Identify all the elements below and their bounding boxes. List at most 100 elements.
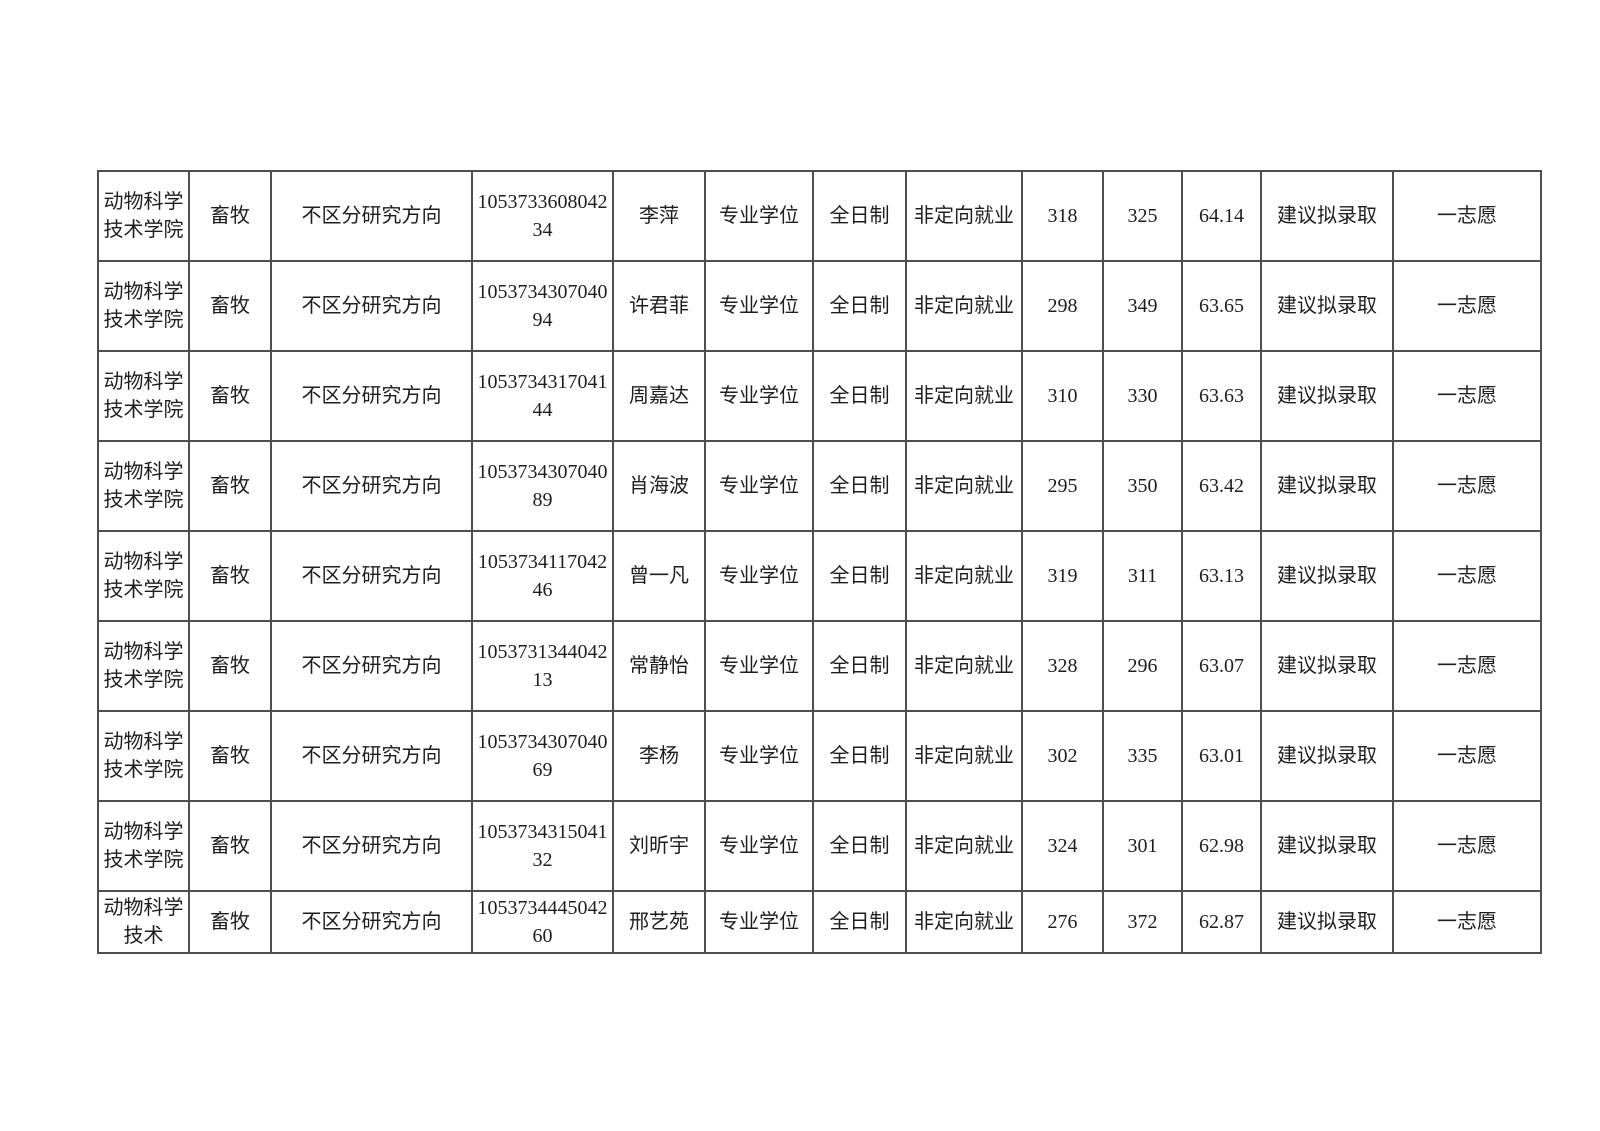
cell-admission-decision: 建议拟录取 bbox=[1260, 800, 1394, 892]
table-row: 动物科学技术学院 畜牧 不区分研究方向 105373430704089 肖海波 … bbox=[97, 440, 1542, 532]
cell-admission-decision: 建议拟录取 bbox=[1260, 350, 1394, 442]
cell-employment-type: 非定向就业 bbox=[905, 260, 1023, 352]
cell-employment-type: 非定向就业 bbox=[905, 530, 1023, 622]
cell-volunteer: 一志愿 bbox=[1392, 350, 1542, 442]
cell-study-mode: 全日制 bbox=[812, 530, 907, 622]
table-row: 动物科学技术学院 畜牧 不区分研究方向 105373430704069 李杨 专… bbox=[97, 710, 1542, 802]
cell-volunteer: 一志愿 bbox=[1392, 890, 1542, 954]
cell-study-mode: 全日制 bbox=[812, 620, 907, 712]
cell-student-name: 常静怡 bbox=[612, 620, 706, 712]
cell-candidate-number: 105373444504260 bbox=[471, 890, 614, 954]
cell-candidate-number: 105373431504132 bbox=[471, 800, 614, 892]
cell-student-name: 周嘉达 bbox=[612, 350, 706, 442]
cell-study-mode: 全日制 bbox=[812, 350, 907, 442]
cell-candidate-number: 105373134404213 bbox=[471, 620, 614, 712]
cell-volunteer: 一志愿 bbox=[1392, 710, 1542, 802]
cell-volunteer: 一志愿 bbox=[1392, 170, 1542, 262]
admission-table: 动物科学技术学院 畜牧 不区分研究方向 105373360804234 李萍 专… bbox=[97, 170, 1542, 954]
cell-candidate-number: 105373430704094 bbox=[471, 260, 614, 352]
cell-total-score: 62.87 bbox=[1181, 890, 1262, 954]
cell-candidate-number: 105373430704089 bbox=[471, 440, 614, 532]
cell-retest-score: 330 bbox=[1102, 350, 1183, 442]
cell-initial-score: 310 bbox=[1021, 350, 1104, 442]
cell-study-mode: 全日制 bbox=[812, 890, 907, 954]
cell-candidate-number: 105373430704069 bbox=[471, 710, 614, 802]
cell-major: 畜牧 bbox=[188, 440, 272, 532]
table-row: 动物科学技术学院 畜牧 不区分研究方向 105373430704094 许君菲 … bbox=[97, 260, 1542, 352]
admission-table-body: 动物科学技术学院 畜牧 不区分研究方向 105373360804234 李萍 专… bbox=[97, 170, 1542, 954]
cell-student-name: 邢艺苑 bbox=[612, 890, 706, 954]
cell-degree-type: 专业学位 bbox=[704, 890, 814, 954]
cell-total-score: 63.13 bbox=[1181, 530, 1262, 622]
cell-employment-type: 非定向就业 bbox=[905, 170, 1023, 262]
cell-initial-score: 318 bbox=[1021, 170, 1104, 262]
table-row: 动物科学技术学院 畜牧 不区分研究方向 105373360804234 李萍 专… bbox=[97, 170, 1542, 262]
cell-admission-decision: 建议拟录取 bbox=[1260, 620, 1394, 712]
cell-candidate-number: 105373411704246 bbox=[471, 530, 614, 622]
cell-retest-score: 349 bbox=[1102, 260, 1183, 352]
table-row: 动物科学技术学院 畜牧 不区分研究方向 105373411704246 曾一凡 … bbox=[97, 530, 1542, 622]
table-row: 动物科学技术 畜牧 不区分研究方向 105373444504260 邢艺苑 专业… bbox=[97, 890, 1542, 954]
cell-candidate-number: 105373431704144 bbox=[471, 350, 614, 442]
cell-degree-type: 专业学位 bbox=[704, 530, 814, 622]
cell-college: 动物科学技术 bbox=[97, 890, 190, 954]
cell-college: 动物科学技术学院 bbox=[97, 170, 190, 262]
cell-volunteer: 一志愿 bbox=[1392, 800, 1542, 892]
cell-degree-type: 专业学位 bbox=[704, 440, 814, 532]
cell-college: 动物科学技术学院 bbox=[97, 620, 190, 712]
cell-total-score: 64.14 bbox=[1181, 170, 1262, 262]
cell-major: 畜牧 bbox=[188, 800, 272, 892]
cell-student-name: 刘昕宇 bbox=[612, 800, 706, 892]
cell-total-score: 63.07 bbox=[1181, 620, 1262, 712]
cell-research-direction: 不区分研究方向 bbox=[270, 890, 473, 954]
cell-total-score: 62.98 bbox=[1181, 800, 1262, 892]
cell-retest-score: 372 bbox=[1102, 890, 1183, 954]
cell-college: 动物科学技术学院 bbox=[97, 350, 190, 442]
cell-retest-score: 335 bbox=[1102, 710, 1183, 802]
cell-degree-type: 专业学位 bbox=[704, 170, 814, 262]
cell-total-score: 63.63 bbox=[1181, 350, 1262, 442]
cell-research-direction: 不区分研究方向 bbox=[270, 530, 473, 622]
cell-retest-score: 296 bbox=[1102, 620, 1183, 712]
cell-study-mode: 全日制 bbox=[812, 440, 907, 532]
cell-study-mode: 全日制 bbox=[812, 260, 907, 352]
cell-major: 畜牧 bbox=[188, 260, 272, 352]
cell-retest-score: 325 bbox=[1102, 170, 1183, 262]
cell-research-direction: 不区分研究方向 bbox=[270, 620, 473, 712]
document-page: 动物科学技术学院 畜牧 不区分研究方向 105373360804234 李萍 专… bbox=[97, 170, 1542, 954]
cell-total-score: 63.42 bbox=[1181, 440, 1262, 532]
cell-degree-type: 专业学位 bbox=[704, 800, 814, 892]
cell-volunteer: 一志愿 bbox=[1392, 260, 1542, 352]
cell-major: 畜牧 bbox=[188, 350, 272, 442]
cell-research-direction: 不区分研究方向 bbox=[270, 170, 473, 262]
cell-college: 动物科学技术学院 bbox=[97, 530, 190, 622]
cell-retest-score: 301 bbox=[1102, 800, 1183, 892]
cell-initial-score: 319 bbox=[1021, 530, 1104, 622]
cell-major: 畜牧 bbox=[188, 890, 272, 954]
cell-college: 动物科学技术学院 bbox=[97, 710, 190, 802]
cell-major: 畜牧 bbox=[188, 620, 272, 712]
table-row: 动物科学技术学院 畜牧 不区分研究方向 105373431704144 周嘉达 … bbox=[97, 350, 1542, 442]
cell-research-direction: 不区分研究方向 bbox=[270, 800, 473, 892]
cell-retest-score: 350 bbox=[1102, 440, 1183, 532]
cell-admission-decision: 建议拟录取 bbox=[1260, 890, 1394, 954]
cell-retest-score: 311 bbox=[1102, 530, 1183, 622]
cell-admission-decision: 建议拟录取 bbox=[1260, 530, 1394, 622]
cell-employment-type: 非定向就业 bbox=[905, 710, 1023, 802]
cell-admission-decision: 建议拟录取 bbox=[1260, 710, 1394, 802]
cell-employment-type: 非定向就业 bbox=[905, 800, 1023, 892]
cell-college: 动物科学技术学院 bbox=[97, 800, 190, 892]
cell-initial-score: 324 bbox=[1021, 800, 1104, 892]
cell-admission-decision: 建议拟录取 bbox=[1260, 440, 1394, 532]
cell-research-direction: 不区分研究方向 bbox=[270, 350, 473, 442]
cell-college: 动物科学技术学院 bbox=[97, 440, 190, 532]
cell-student-name: 许君菲 bbox=[612, 260, 706, 352]
cell-research-direction: 不区分研究方向 bbox=[270, 440, 473, 532]
cell-degree-type: 专业学位 bbox=[704, 710, 814, 802]
cell-degree-type: 专业学位 bbox=[704, 350, 814, 442]
cell-admission-decision: 建议拟录取 bbox=[1260, 170, 1394, 262]
cell-student-name: 李杨 bbox=[612, 710, 706, 802]
cell-volunteer: 一志愿 bbox=[1392, 530, 1542, 622]
cell-college: 动物科学技术学院 bbox=[97, 260, 190, 352]
cell-employment-type: 非定向就业 bbox=[905, 890, 1023, 954]
